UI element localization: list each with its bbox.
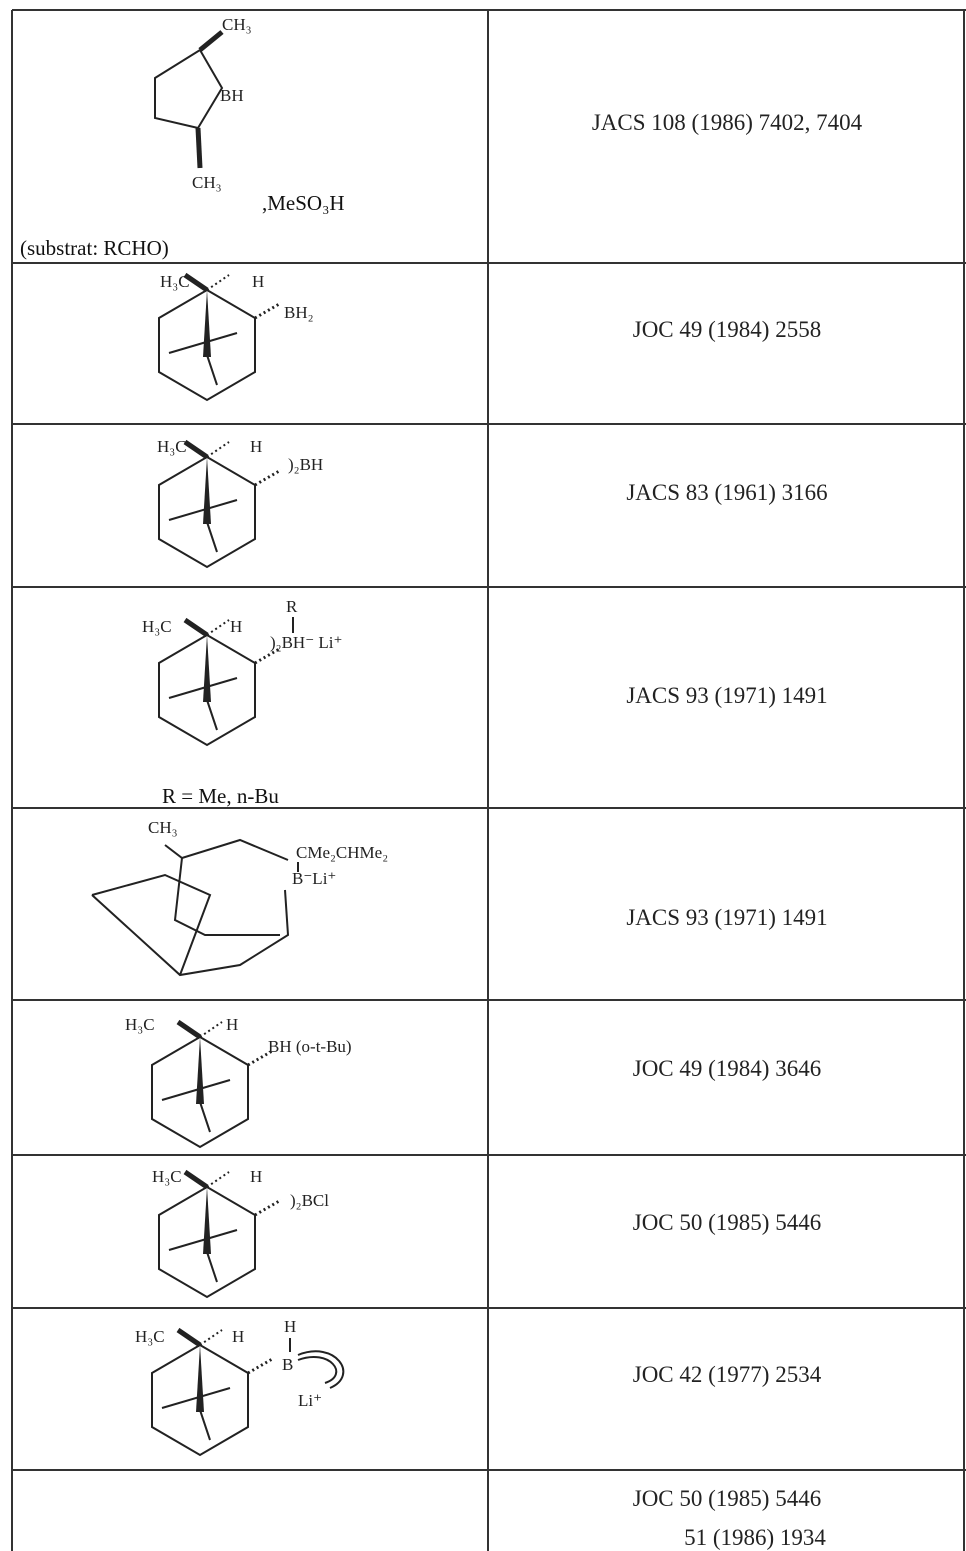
atom-label: H [250, 437, 262, 456]
reference: JACS 93 (1971) 1491 [626, 683, 827, 708]
reference: JACS 108 (1986) 7402, 7404 [592, 110, 863, 135]
reference: JACS 93 (1971) 1491 [626, 905, 827, 930]
atom-label: H [226, 1015, 238, 1034]
reference: JOC 49 (1984) 2558 [633, 317, 821, 342]
structure-3: H₃C H )₂BH [157, 437, 323, 567]
structure-note: (substrat: RCHO) [20, 236, 169, 260]
structure-6: H₃C H BH (o-t-Bu) [125, 1015, 352, 1147]
reference: 51 (1986) 1934 [684, 1525, 826, 1550]
atom-label: CH₃ [148, 818, 178, 837]
atom-label: H [232, 1327, 244, 1346]
atom-label: H₃C [157, 437, 187, 456]
atom-label: H₃C [142, 617, 172, 636]
atom-label: BH₂ [284, 303, 314, 322]
atom-label: H [250, 1167, 262, 1186]
atom-label: H₃C [125, 1015, 155, 1034]
structure-2: H₃C H BH₂ [159, 272, 314, 400]
structure-5: CH₃ CMe₂CHMe₂ B⁻Li⁺ [91, 818, 388, 977]
reference: JACS 83 (1961) 3166 [626, 480, 827, 505]
structure-4: R H₃C H )₂BH⁻ Li⁺ R = Me, n-Bu [142, 597, 343, 808]
atom-label: CH₃ [192, 173, 222, 192]
structure-note: R = Me, n-Bu [162, 784, 279, 808]
atom-label: B⁻Li⁺ [292, 869, 336, 888]
atom-label: BH [220, 86, 244, 105]
reference: JOC 49 (1984) 3646 [633, 1056, 821, 1081]
atom-label: H₃C [135, 1327, 165, 1346]
table-grid [11, 9, 966, 1551]
atom-label: H [230, 617, 242, 636]
structure-7: H₃C H )₂BCl [152, 1167, 329, 1297]
atom-label: R [286, 597, 298, 616]
structure-1: CH₃ BH CH₃ ,MeSO₃H (substrat: RCHO) [20, 15, 345, 260]
atom-label: )₂BH [288, 455, 323, 474]
atom-label: ,MeSO₃H [262, 191, 345, 215]
reference: JOC 42 (1977) 2534 [633, 1362, 822, 1387]
atom-label: B [282, 1355, 293, 1374]
reference: JOC 50 (1985) 5446 [633, 1210, 821, 1235]
atom-label: H [252, 272, 264, 291]
structure-8: H₃C H H B Li⁺ [135, 1317, 345, 1455]
atom-label: )₂BH⁻ Li⁺ [270, 633, 343, 652]
atom-label: CH₃ [222, 15, 252, 34]
atom-label: H₃C [160, 272, 190, 291]
atom-label: Li⁺ [298, 1391, 322, 1410]
atom-label: )₂BCl [290, 1191, 329, 1210]
atom-label: BH (o-t-Bu) [268, 1037, 352, 1056]
atom-label: H₃C [152, 1167, 182, 1186]
atom-label: H [284, 1317, 296, 1336]
atom-label: CMe₂CHMe₂ [296, 843, 388, 862]
reference: JOC 50 (1985) 5446 [633, 1486, 821, 1511]
